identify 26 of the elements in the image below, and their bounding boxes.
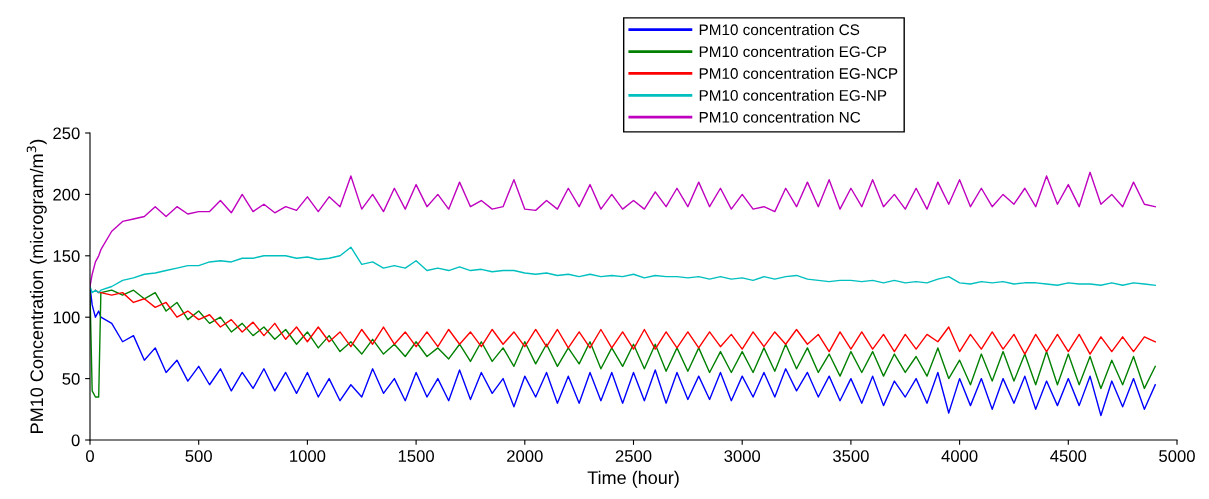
x-tick-label: 3500 bbox=[833, 450, 869, 462]
x-tick-label: 1500 bbox=[398, 450, 434, 462]
x-tick-label: 2000 bbox=[507, 450, 543, 462]
legend-label: PM10 concentration EG-CP bbox=[699, 45, 887, 58]
y-tick-label: 250 bbox=[53, 127, 80, 140]
x-tick-label: 500 bbox=[185, 450, 212, 462]
x-tick-label: 4000 bbox=[941, 450, 978, 462]
y-axis-title: PM10 Concentration (microgram/m$^{3}$) bbox=[26, 139, 47, 433]
x-tick-label: 0 bbox=[86, 450, 94, 462]
y-tick-label: 200 bbox=[53, 188, 80, 201]
x-axis-title: Time (hour) bbox=[587, 470, 679, 488]
y-tick-label: 100 bbox=[53, 311, 80, 324]
x-tick-label: 1000 bbox=[290, 450, 326, 462]
legend-label: PM10 concentration EG-NCP bbox=[699, 67, 898, 79]
y-tick-label: 0 bbox=[71, 434, 80, 447]
x-tick-label: 4500 bbox=[1050, 450, 1087, 462]
x-tick-label: 5000 bbox=[1159, 450, 1195, 462]
y-tick-label: 50 bbox=[62, 373, 80, 385]
line-series bbox=[90, 289, 1156, 398]
legend-label: PM10 concentration EG-NP bbox=[699, 89, 887, 101]
y-tick-label: 150 bbox=[53, 250, 80, 262]
line-series bbox=[90, 246, 1156, 294]
x-tick-label: 3000 bbox=[724, 450, 761, 462]
legend-label: PM10 concentration CS bbox=[699, 23, 860, 36]
x-tick-label: 2500 bbox=[615, 450, 652, 462]
legend-label: PM10 concentration NC bbox=[699, 111, 861, 123]
